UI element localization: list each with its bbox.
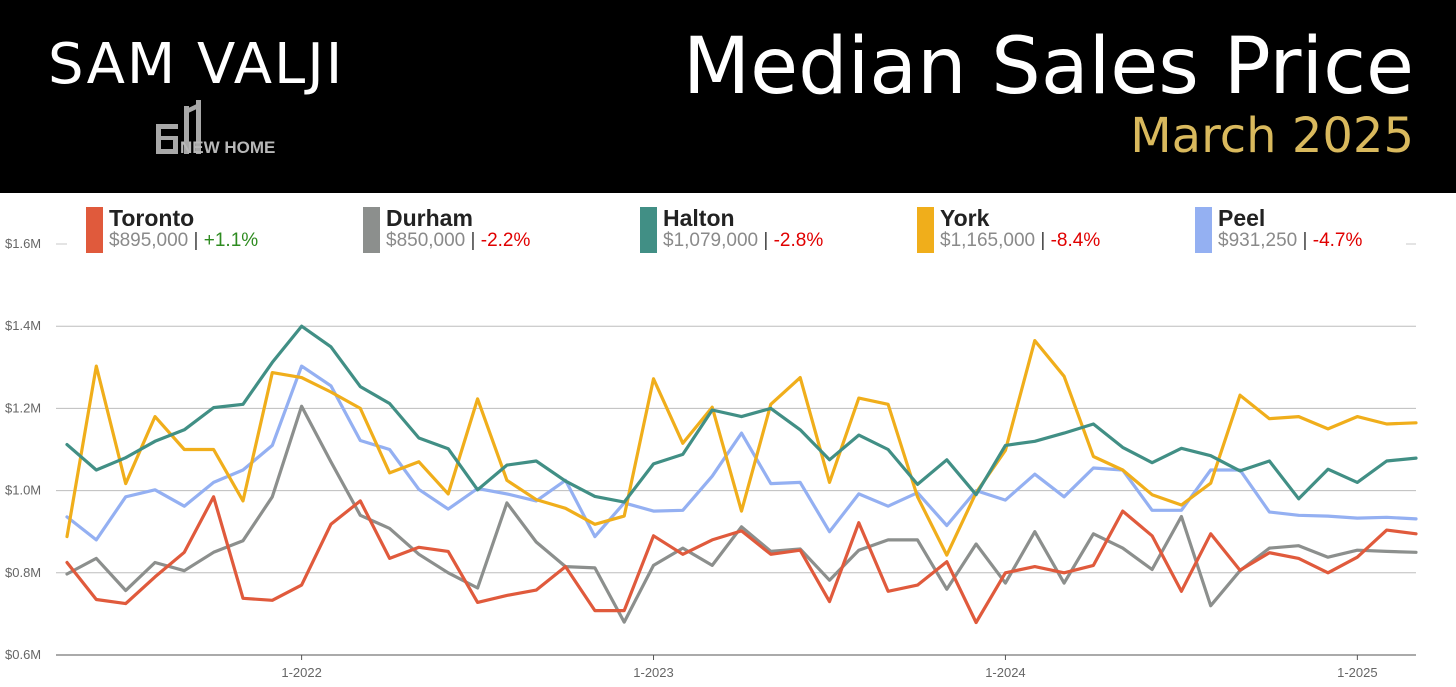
legend-name-durham: Durham <box>386 205 473 231</box>
chart-subtitle: March 2025 <box>1130 108 1414 164</box>
legend-name-toronto: Toronto <box>109 205 195 231</box>
legend-change-toronto: +1.1% <box>203 230 259 251</box>
legend-change-halton: -2.8% <box>773 230 824 251</box>
legend-value-york: $1,165,000 <box>940 230 1036 251</box>
legend-separator: | <box>763 230 769 251</box>
y-tick-label: $1.0M <box>5 483 41 498</box>
legend-change-york: -8.4% <box>1050 230 1101 251</box>
legend-change-peel: -4.7% <box>1312 230 1363 251</box>
legend-separator: | <box>470 230 476 251</box>
x-tick-label: 1-2022 <box>281 665 321 680</box>
y-tick-label: $0.8M <box>5 565 41 580</box>
legend-detail-durham: $850,000 | -2.2% <box>386 230 530 252</box>
legend-separator: | <box>1040 230 1046 251</box>
legend-separator: | <box>193 230 199 251</box>
chart-title: Median Sales Price <box>682 22 1414 112</box>
legend-separator: | <box>1302 230 1308 251</box>
x-tick-label: 1-2025 <box>1337 665 1377 680</box>
legend-value-halton: $1,079,000 <box>663 230 759 251</box>
series-line-toronto <box>65 495 1418 625</box>
x-tick-label: 1-2023 <box>633 665 673 680</box>
y-tick-label: $1.6M <box>5 236 41 251</box>
series-line-halton <box>65 324 1418 504</box>
legend-detail-toronto: $895,000 | +1.1% <box>109 230 258 252</box>
legend-detail-york: $1,165,000 | -8.4% <box>940 230 1100 252</box>
house-logo-icon <box>156 100 201 154</box>
legend-detail-halton: $1,079,000 | -2.8% <box>663 230 823 252</box>
header-banner: SAM VALJI NEW HOME Median Sales Price Ma… <box>0 0 1456 193</box>
legend-name-halton: Halton <box>663 205 735 231</box>
legend-name-peel: Peel <box>1218 205 1266 231</box>
y-tick-label: $0.6M <box>5 647 41 662</box>
y-tick-label: $1.2M <box>5 400 41 415</box>
legend-swatch-toronto <box>86 207 103 253</box>
series-line-york <box>65 339 1418 557</box>
legend-swatch-peel <box>1195 207 1212 253</box>
legend-name-york: York <box>940 205 990 231</box>
legend-change-durham: -2.2% <box>480 230 531 251</box>
brand-name: SAM VALJI <box>48 32 345 97</box>
brand-subtitle: NEW HOME <box>180 138 276 157</box>
legend-swatch-york <box>917 207 934 253</box>
legend-swatch-durham <box>363 207 380 253</box>
legend-value-peel: $931,250 <box>1218 230 1298 251</box>
legend-value-toronto: $895,000 <box>109 230 189 251</box>
series-line-durham <box>65 404 1418 624</box>
legend-value-durham: $850,000 <box>386 230 466 251</box>
legend-detail-peel: $931,250 | -4.7% <box>1218 230 1362 252</box>
legend-swatch-halton <box>640 207 657 253</box>
y-tick-label: $1.4M <box>5 318 41 333</box>
x-tick-label: 1-2024 <box>985 665 1025 680</box>
